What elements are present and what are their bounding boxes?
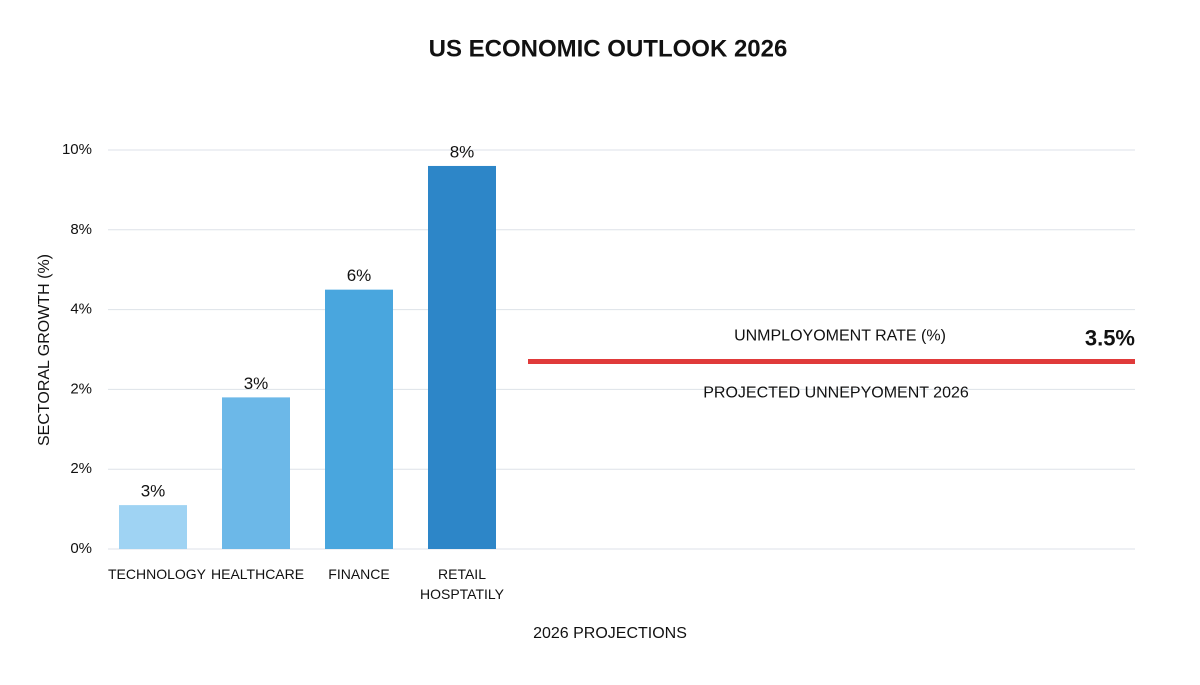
bar	[325, 289, 393, 549]
chart-title: US ECONOMIC OUTLOOK 2026	[429, 35, 788, 62]
bar	[428, 165, 496, 549]
y-tick-label: 0%	[70, 540, 92, 557]
y-tick-label: 2%	[70, 460, 92, 477]
y-tick-label: 8%	[70, 221, 92, 238]
bar	[222, 397, 290, 549]
x-tick-label: TECHNOLOGY	[108, 566, 207, 582]
value-label: 3%	[141, 482, 166, 501]
value-label: 6%	[347, 266, 372, 285]
y-tick-label: 4%	[70, 301, 92, 318]
y-axis-title: SECTORAL GROWTH (%)	[36, 254, 53, 446]
x-tick-label: FINANCE	[328, 566, 390, 582]
x-tick-label: RETAIL HOSPTATILY	[419, 566, 504, 602]
reference-sublabel: PROJECTED UNNEPYOMENT 2026	[703, 385, 969, 402]
value-label: 3%	[244, 374, 269, 393]
y-tick-label: 10%	[62, 141, 92, 158]
x-tick-label: HEALTHCARE	[211, 566, 305, 582]
y-tick-label: 2%	[70, 380, 92, 397]
value-label: 8%	[450, 142, 475, 161]
x-axis-title: 2026 PROJECTIONS	[533, 625, 687, 642]
bar	[119, 505, 187, 549]
reference-value-label: 3.5%	[1085, 325, 1135, 350]
reference-label: UNMPLOYOMENT RATE (%)	[734, 328, 946, 345]
